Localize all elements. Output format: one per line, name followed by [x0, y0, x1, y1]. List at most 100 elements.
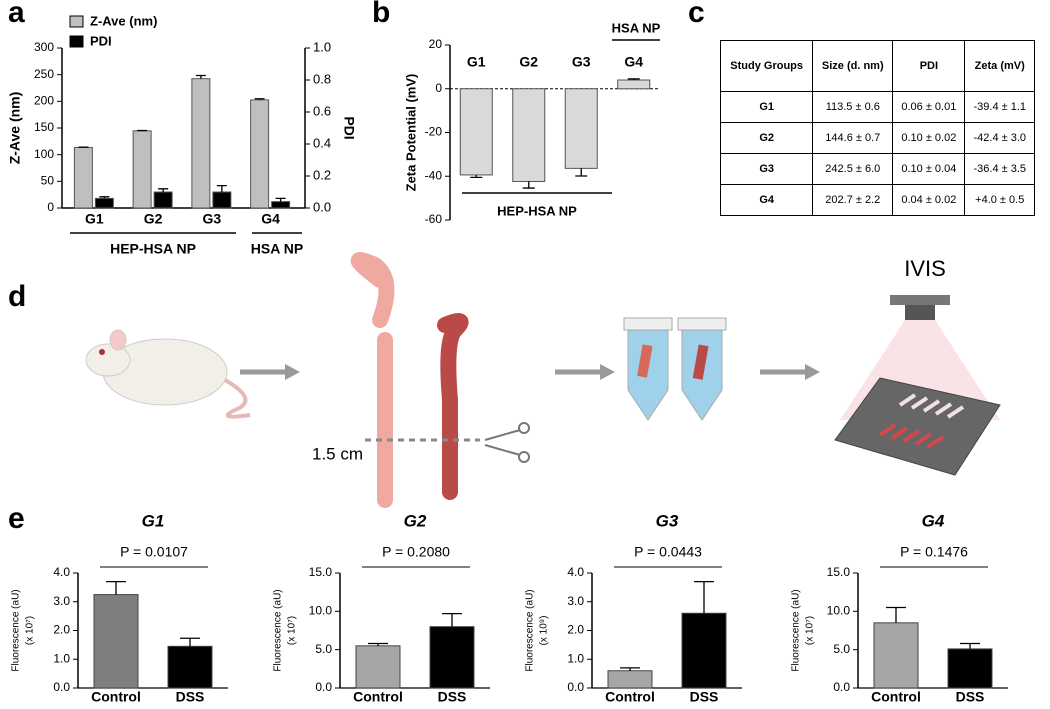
group-label: HEP-HSA NP: [497, 203, 577, 218]
scissors: [518, 422, 530, 434]
x-tick-label: G2: [144, 211, 163, 227]
p-value: P = 0.0107: [120, 544, 188, 560]
cell: -39.4 ± 1.1: [964, 91, 1035, 123]
y-axis-unit: (x 10⁹): [539, 616, 550, 646]
header-cell: Size (d. nm): [812, 40, 894, 92]
x-tick-label: Control: [871, 689, 921, 705]
bar: [564, 88, 598, 169]
table-row: G2 144.6 ± 0.7 0.10 ± 0.02 -42.4 ± 3.0: [719, 122, 1035, 154]
bar: [132, 130, 152, 209]
bar: [167, 645, 213, 689]
bar: [73, 146, 93, 209]
y-tick-label: -20: [425, 125, 443, 139]
x-tick-label: G3: [203, 211, 222, 227]
cell: G1: [719, 91, 814, 123]
y-tick-label: 0.0: [833, 680, 850, 694]
y-tick-label: 100: [34, 147, 54, 161]
x-tick-label: G4: [624, 54, 643, 70]
error-bar: [620, 667, 640, 671]
summary-table: Study Groups Size (d. nm) PDI Zeta (mV) …: [719, 40, 1035, 216]
arrow: [285, 364, 300, 380]
y-tick-label: 0.0: [53, 680, 70, 694]
y-tick-label: 0.0: [315, 680, 332, 694]
y-axis-label: Z-Ave (nm): [7, 92, 23, 165]
bar: [617, 79, 651, 90]
table-row: G3 242.5 ± 6.0 0.10 ± 0.04 -36.4 ± 3.5: [719, 153, 1035, 185]
x-tick-label: DSS: [438, 689, 467, 705]
y-axis-label: Zeta Potential (mV): [403, 74, 418, 192]
imaging-tray: [834, 377, 1001, 476]
panel-label: a: [8, 0, 25, 29]
bar: [93, 594, 139, 689]
x-tick-label: G4: [261, 211, 280, 227]
bar: [271, 201, 291, 209]
camera: [905, 305, 935, 320]
legend-swatch: [69, 35, 84, 48]
y-tick-label: 15.0: [309, 565, 333, 579]
cell: 144.6 ± 0.7: [812, 122, 894, 154]
x-tick-label: Control: [91, 689, 141, 705]
cell: G3: [719, 153, 814, 185]
group-label: HSA NP: [612, 20, 661, 35]
error-bar: [960, 642, 980, 649]
panel-label: d: [8, 280, 26, 313]
p-value: P = 0.2080: [382, 544, 450, 560]
y-tick-label: 200: [34, 94, 54, 108]
y-axis-label: Fluorescence (aU): [525, 589, 536, 671]
error-bar: [216, 184, 227, 192]
cell: 202.7 ± 2.2: [812, 184, 894, 216]
bar: [459, 88, 493, 176]
x-tick-label: Control: [605, 689, 655, 705]
error-bar: [522, 181, 535, 189]
table-header: Study Groups Size (d. nm) PDI Zeta (mV): [719, 40, 1035, 92]
legend-label: Z-Ave (nm): [90, 13, 157, 28]
group-label: HEP-HSA NP: [110, 241, 196, 257]
y-tick-label: 1.0: [313, 39, 331, 54]
cell: +4.0 ± 0.5: [964, 184, 1035, 216]
samples: [898, 393, 965, 419]
x-tick-label: G1: [85, 211, 104, 227]
bar: [355, 645, 401, 689]
x-tick-label: Control: [353, 689, 403, 705]
bar: [947, 648, 993, 689]
y-axis-label: Fluorescence (aU): [11, 589, 22, 671]
bar: [250, 99, 270, 209]
samples: [878, 423, 945, 449]
table-row: G1 113.5 ± 0.6 0.06 ± 0.01 -39.4 ± 1.1: [719, 91, 1035, 123]
panel-label: c: [688, 0, 705, 29]
tube-cap: [677, 317, 727, 331]
y-tick-label: 10.0: [309, 604, 333, 618]
y-tick-label: 0.8: [313, 71, 331, 86]
colon-dss: [437, 313, 469, 500]
camera: [890, 295, 950, 305]
header-cell: PDI: [892, 40, 966, 92]
bar: [607, 670, 653, 689]
bar: [512, 88, 546, 182]
error-bar: [694, 580, 714, 614]
y-tick-label: 0.6: [313, 103, 331, 118]
x-tick-label: G2: [519, 54, 538, 70]
cell: 0.10 ± 0.04: [892, 153, 966, 185]
bar: [191, 78, 211, 209]
tissue: [692, 344, 709, 380]
x-tick-label: DSS: [690, 689, 719, 705]
group-label: HSA NP: [251, 241, 303, 257]
workflow-diagram: 1.5 cm IVIS: [85, 252, 1001, 508]
colon-healthy: [350, 252, 395, 508]
chart-title: G3: [656, 511, 679, 530]
y-tick-label: -60: [425, 212, 443, 226]
legend-swatch: [69, 15, 84, 28]
cell: G4: [719, 184, 814, 216]
y-tick-label: 0: [435, 81, 442, 95]
y-tick-label: 150: [34, 120, 54, 134]
chart-title: G1: [142, 511, 165, 530]
x-tick-label: G1: [467, 54, 486, 70]
y-axis-unit: (x 10⁷): [805, 616, 816, 645]
y-tick-label: 2.0: [567, 623, 584, 637]
header-cell: Zeta (mV): [964, 40, 1035, 92]
bar: [153, 191, 173, 209]
y-tick-label: 0.0: [567, 680, 584, 694]
tube: [627, 329, 669, 421]
legend-label: PDI: [90, 33, 112, 48]
bar: [873, 622, 919, 689]
